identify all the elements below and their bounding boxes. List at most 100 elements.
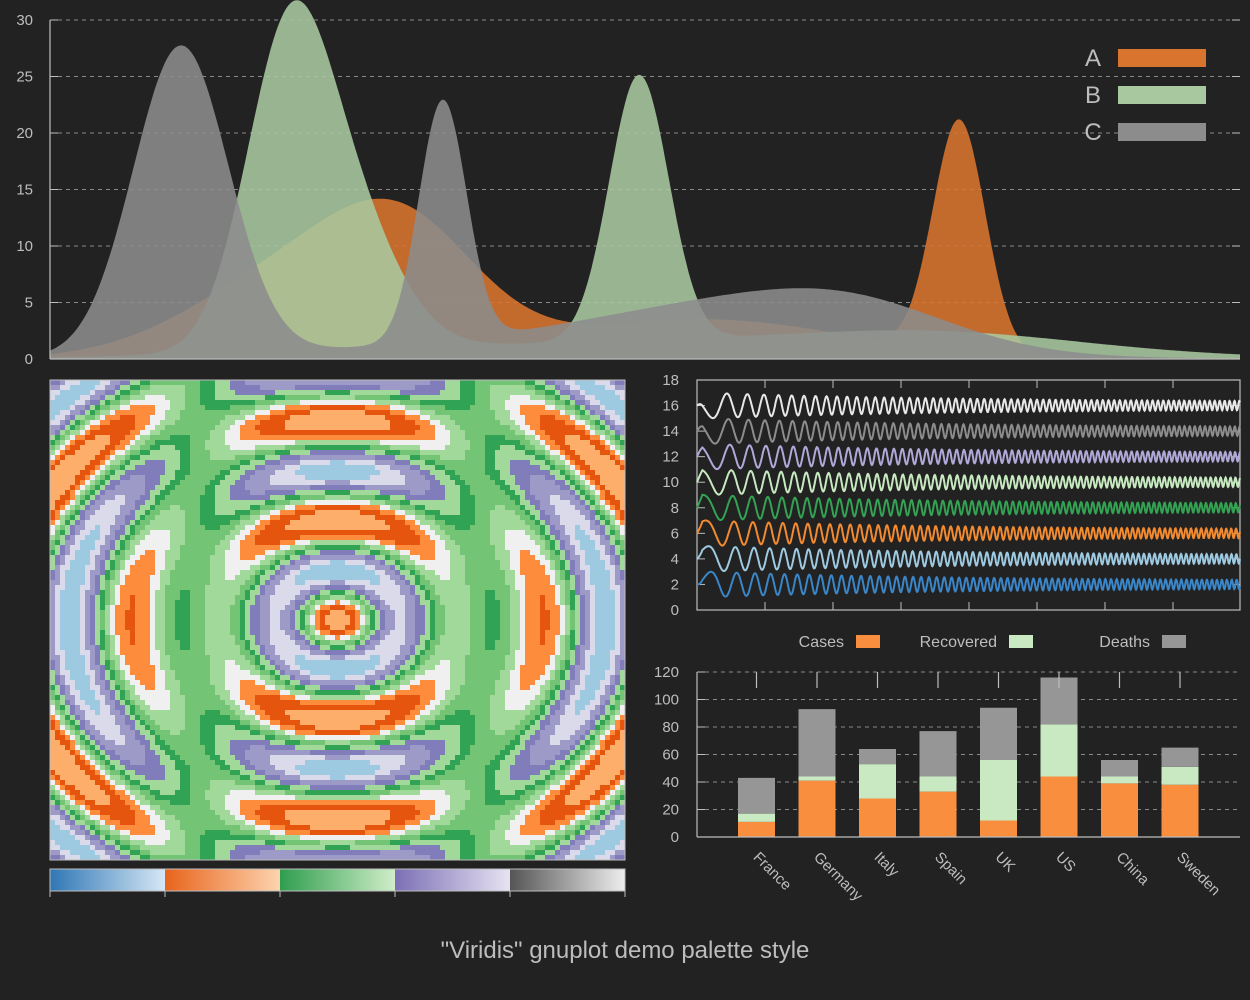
heatmap-cell bbox=[190, 525, 196, 531]
heatmap-cell bbox=[565, 555, 571, 561]
heatmap-cell bbox=[210, 590, 216, 596]
heatmap-cell bbox=[145, 430, 151, 436]
heatmap-cell bbox=[415, 475, 421, 481]
heatmap-cell bbox=[310, 420, 316, 426]
heatmap-cell bbox=[90, 410, 96, 416]
heatmap-cell bbox=[535, 580, 541, 586]
heatmap-cell bbox=[150, 385, 156, 391]
heatmap-cell bbox=[65, 410, 71, 416]
heatmap-cell bbox=[535, 515, 541, 521]
heatmap-cell bbox=[470, 570, 476, 576]
heatmap-cell bbox=[350, 515, 356, 521]
heatmap-cell bbox=[385, 510, 391, 516]
heatmap-cell bbox=[465, 550, 471, 556]
heatmap-cell bbox=[90, 400, 96, 406]
heatmap-cell bbox=[215, 495, 221, 501]
heatmap-cell bbox=[535, 510, 541, 516]
heatmap-cell bbox=[165, 475, 171, 481]
heatmap-cell bbox=[360, 460, 366, 466]
heatmap-cell bbox=[195, 435, 201, 441]
heatmap-cell bbox=[110, 405, 116, 411]
heatmap-cell bbox=[290, 505, 296, 511]
heatmap-cell bbox=[330, 420, 336, 426]
heatmap-cell bbox=[355, 445, 361, 451]
heatmap-cell bbox=[425, 565, 431, 571]
heatmap-cell bbox=[475, 520, 481, 526]
heatmap-cell bbox=[430, 395, 436, 401]
heatmap-cell bbox=[235, 530, 241, 536]
heatmap-cell bbox=[465, 490, 471, 496]
heatmap-cell bbox=[410, 510, 416, 516]
heatmap-cell bbox=[70, 495, 76, 501]
heatmap-cell bbox=[545, 470, 551, 476]
heatmap-cell bbox=[465, 505, 471, 511]
heatmap-cell bbox=[420, 495, 426, 501]
heatmap-cell bbox=[235, 430, 241, 436]
heatmap-cell bbox=[250, 440, 256, 446]
heatmap-cell bbox=[495, 395, 501, 401]
heatmap-cell bbox=[250, 430, 256, 436]
heatmap-cell bbox=[550, 580, 556, 586]
heatmap-cell bbox=[180, 425, 186, 431]
heatmap-cell bbox=[620, 465, 625, 471]
heatmap-cell bbox=[605, 420, 611, 426]
heatmap-cell bbox=[370, 505, 376, 511]
heatmap-cell bbox=[310, 400, 316, 406]
heatmap-cell bbox=[325, 450, 331, 456]
heatmap-cell bbox=[405, 520, 411, 526]
heatmap-cell bbox=[80, 545, 86, 551]
heatmap-cell bbox=[255, 530, 261, 536]
heatmap-cell bbox=[130, 525, 136, 531]
heatmap-cell bbox=[205, 560, 211, 566]
heatmap-cell bbox=[475, 465, 481, 471]
heatmap-cell bbox=[295, 425, 301, 431]
heatmap-cell bbox=[100, 565, 106, 571]
heatmap-cell bbox=[300, 540, 306, 546]
heatmap-cell bbox=[225, 540, 231, 546]
heatmap-cell bbox=[455, 500, 461, 506]
heatmap-cell bbox=[555, 415, 561, 421]
heatmap-cell bbox=[590, 420, 596, 426]
heatmap-cell bbox=[175, 415, 181, 421]
heatmap-cell bbox=[370, 460, 376, 466]
heatmap-cell bbox=[440, 385, 446, 391]
heatmap-cell bbox=[60, 485, 66, 491]
heatmap-cell bbox=[610, 570, 616, 576]
heatmap-cell bbox=[285, 445, 291, 451]
heatmap-cell bbox=[610, 400, 616, 406]
heatmap-cell bbox=[605, 520, 611, 526]
heatmap-cell bbox=[420, 530, 426, 536]
heatmap-cell bbox=[405, 380, 411, 386]
heatmap-cell bbox=[390, 395, 396, 401]
heatmap-cell bbox=[540, 390, 546, 396]
heatmap-cell bbox=[110, 455, 116, 461]
heatmap-cell bbox=[290, 500, 296, 506]
heatmap-cell bbox=[325, 505, 331, 511]
heatmap-cell bbox=[310, 535, 316, 541]
heatmap-cell bbox=[355, 380, 361, 386]
heatmap-cell bbox=[85, 585, 91, 591]
heatmap-cell bbox=[245, 450, 251, 456]
heatmap-cell bbox=[455, 430, 461, 436]
heatmap-cell bbox=[75, 570, 81, 576]
heatmap-cell bbox=[270, 395, 276, 401]
heatmap-cell bbox=[90, 530, 96, 536]
heatmap-cell bbox=[120, 400, 126, 406]
heatmap-cell bbox=[425, 400, 431, 406]
heatmap-cell bbox=[275, 390, 281, 396]
heatmap-cell bbox=[580, 455, 586, 461]
heatmap-cell bbox=[90, 465, 96, 471]
heatmap-cell bbox=[460, 550, 466, 556]
heatmap-cell bbox=[260, 395, 266, 401]
heatmap-cell bbox=[385, 385, 391, 391]
heatmap-cell bbox=[300, 445, 306, 451]
heatmap-cell bbox=[70, 475, 76, 481]
heatmap-cell bbox=[210, 405, 216, 411]
heatmap-cell bbox=[455, 405, 461, 411]
heatmap-cell bbox=[440, 565, 446, 571]
heatmap-cell bbox=[330, 515, 336, 521]
heatmap-cell bbox=[235, 380, 241, 386]
heatmap-cell bbox=[235, 400, 241, 406]
heatmap-cell bbox=[395, 585, 401, 591]
heatmap-cell bbox=[365, 550, 371, 556]
